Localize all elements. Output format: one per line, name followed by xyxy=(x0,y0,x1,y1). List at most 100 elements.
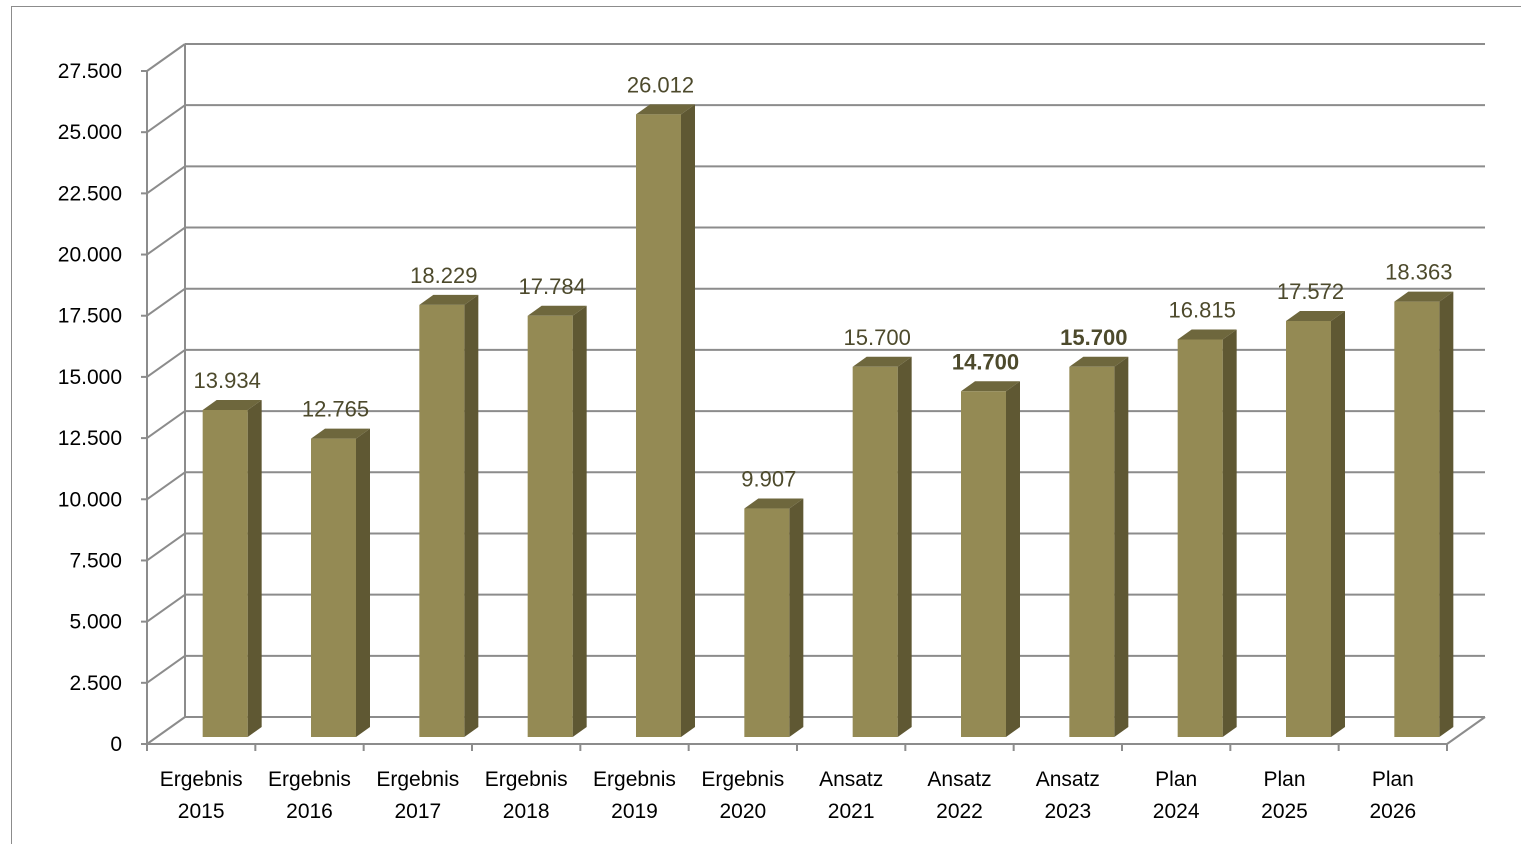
y-tick-label: 25.000 xyxy=(58,121,122,144)
gridline-diagonal xyxy=(146,226,186,256)
bar-top xyxy=(1286,310,1345,321)
bar-front xyxy=(852,366,898,737)
bar-top xyxy=(311,428,370,439)
x-tick-label-year: 2015 xyxy=(178,800,225,823)
x-axis: Ergebnis 2015 Ergebnis 2016 Ergebnis 2017 Erge… xyxy=(146,743,1448,823)
gridline-diagonal xyxy=(146,655,186,684)
bar-top xyxy=(527,305,587,316)
bar xyxy=(961,381,1020,737)
y-tick-label: 27.500 xyxy=(58,60,122,83)
bar-top xyxy=(202,399,262,410)
bars xyxy=(202,104,1454,738)
gridline-diagonal xyxy=(146,43,186,72)
bar-side xyxy=(356,428,370,737)
bar xyxy=(636,104,695,738)
bar xyxy=(419,294,479,737)
gridline-diagonal xyxy=(146,471,186,501)
bar-side xyxy=(897,356,912,737)
x-tick-label-year: 2026 xyxy=(1369,800,1416,823)
x-tick-label: Ansatz xyxy=(819,768,883,791)
gridline-diagonal xyxy=(146,716,186,745)
x-tick-label: Ergebnis xyxy=(160,768,243,791)
data-label: 15.700 xyxy=(1060,325,1127,350)
y-tick-label: 0 xyxy=(110,733,122,756)
data-label: 17.784 xyxy=(519,274,586,299)
bar-top xyxy=(744,498,804,509)
x-tick-label-year: 2025 xyxy=(1261,800,1308,823)
y-tick-label: 12.500 xyxy=(58,427,122,450)
bar-top xyxy=(636,104,695,115)
x-tick-label-year: 2016 xyxy=(286,800,333,823)
bar-front xyxy=(1394,301,1440,737)
data-label: 18.363 xyxy=(1385,260,1452,285)
gridline-diagonal xyxy=(146,593,186,623)
bar-side xyxy=(1331,310,1345,737)
y-tick-label: 17.500 xyxy=(58,305,122,328)
gridline-diagonal xyxy=(146,165,186,195)
x-tick-label-year: 2017 xyxy=(394,800,441,823)
gridline-diagonal xyxy=(146,410,186,439)
x-tick-label-year: 2024 xyxy=(1153,800,1200,823)
x-tick-label: Plan xyxy=(1155,768,1197,791)
gridline-diagonal xyxy=(146,287,186,317)
y-tick-label: 15.000 xyxy=(58,366,122,389)
bar-top xyxy=(1177,329,1237,340)
bar xyxy=(527,305,587,737)
bar-front xyxy=(1177,339,1223,737)
data-label: 9.907 xyxy=(741,467,796,492)
bar-front xyxy=(527,315,573,737)
y-tick-label: 2.500 xyxy=(69,672,122,695)
bar-top xyxy=(852,356,912,367)
data-label: 17.572 xyxy=(1277,279,1344,304)
bar-side xyxy=(789,498,804,737)
bar-front xyxy=(419,304,465,737)
bar-side xyxy=(572,305,587,737)
x-tick-label-year: 2023 xyxy=(1044,800,1091,823)
bar xyxy=(1069,356,1129,737)
x-tick-label-year: 2018 xyxy=(503,800,550,823)
bar-side xyxy=(681,104,695,738)
floor-right-edge xyxy=(1446,716,1486,745)
y-tick-label: 22.500 xyxy=(58,182,122,205)
bar-side xyxy=(1114,356,1129,737)
bar-top xyxy=(1394,291,1454,302)
bar-side xyxy=(247,399,262,737)
chart-frame xyxy=(11,6,1521,844)
y-tick-label: 5.000 xyxy=(69,611,122,634)
data-label: 13.934 xyxy=(194,368,261,393)
x-tick-label: Ergebnis xyxy=(701,768,784,791)
bar xyxy=(311,428,370,737)
bar-top xyxy=(419,294,479,305)
bar-front xyxy=(311,438,356,737)
data-label: 15.700 xyxy=(844,325,911,350)
gridline-diagonal xyxy=(146,349,186,378)
bar-side xyxy=(1222,329,1237,737)
x-tick-label-year: 2021 xyxy=(828,800,875,823)
bar-top xyxy=(961,381,1020,392)
y-tick-label: 7.500 xyxy=(69,549,122,572)
data-label: 12.765 xyxy=(302,397,369,422)
data-label: 16.815 xyxy=(1169,297,1236,322)
gridline-diagonal xyxy=(146,532,186,562)
x-tick-label-year: 2019 xyxy=(611,800,658,823)
x-tick-label: Ansatz xyxy=(927,768,991,791)
bar xyxy=(1286,310,1345,737)
bar xyxy=(852,356,912,737)
y-tick-label: 10.000 xyxy=(58,488,122,511)
x-tick-label-year: 2020 xyxy=(719,800,766,823)
x-tick-label: Ansatz xyxy=(1036,768,1100,791)
y-tick-label: 20.000 xyxy=(58,244,122,267)
bar-front xyxy=(1286,320,1331,737)
bar-front xyxy=(744,508,790,737)
x-tick-label-year: 2022 xyxy=(936,800,983,823)
bar xyxy=(1177,329,1237,737)
x-tick-label: Ergebnis xyxy=(268,768,351,791)
bar-front xyxy=(636,114,681,738)
bar-top xyxy=(1069,356,1129,367)
bar-side xyxy=(1006,381,1020,737)
x-tick-label: Plan xyxy=(1372,768,1414,791)
data-label: 14.700 xyxy=(952,349,1019,374)
bar-front xyxy=(1069,366,1115,737)
x-tick-label: Ergebnis xyxy=(485,768,568,791)
